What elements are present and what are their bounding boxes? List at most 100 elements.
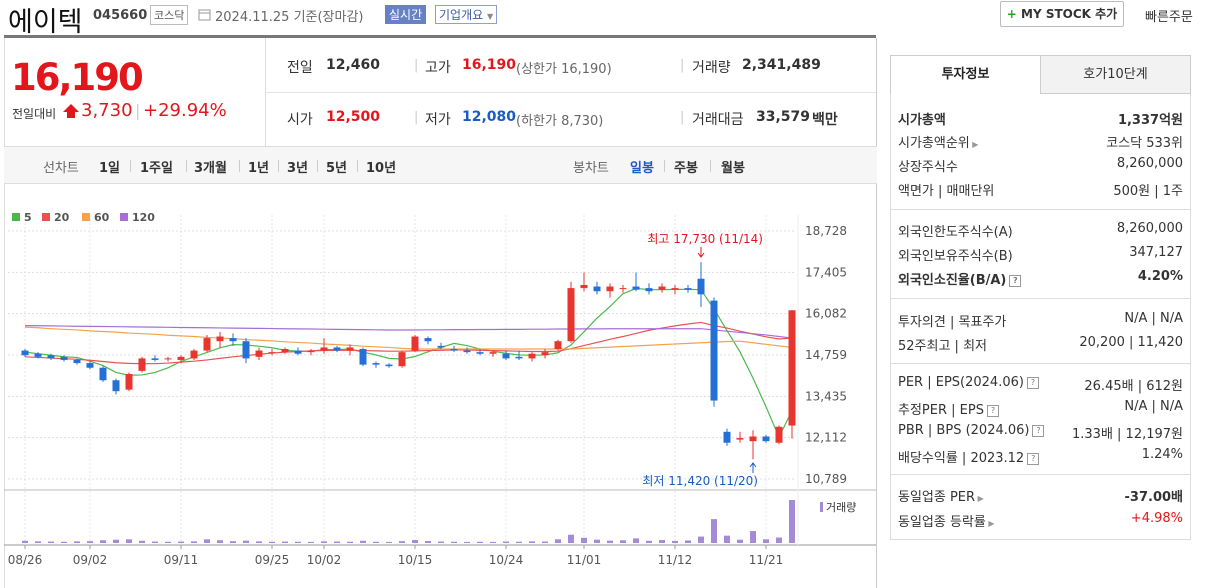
volume-bar	[555, 539, 561, 543]
candle-body	[632, 286, 640, 290]
overview-button[interactable]: 기업개요 ▼	[435, 5, 498, 24]
volume-bar	[100, 540, 106, 543]
info-label: 시가총액순위 ▶	[898, 136, 979, 151]
candle-tab[interactable]: 주봉	[674, 161, 698, 176]
volume-bar	[386, 541, 392, 543]
legend-swatch	[120, 213, 128, 221]
separator	[239, 160, 240, 172]
info-value: 1.24%	[1141, 447, 1183, 462]
mystock-button[interactable]: + MY STOCK 추가	[1000, 1, 1124, 27]
separator	[664, 160, 665, 172]
legend-swatch	[42, 213, 50, 221]
quote-value: 2,341,489	[742, 57, 821, 73]
volume-bar	[35, 541, 41, 543]
candle-body	[294, 350, 302, 354]
candle-body	[99, 367, 107, 381]
legend-label: 60	[94, 211, 110, 224]
volume-bar	[282, 541, 288, 543]
info-value: -37.00배	[1124, 490, 1183, 505]
volume-bar	[724, 535, 730, 543]
info-value: 1,337억원	[1117, 113, 1183, 128]
volume-bar	[594, 539, 600, 543]
candle-body	[450, 349, 458, 351]
volume-bar	[776, 537, 782, 543]
candle-body	[60, 356, 68, 360]
x-tick-label: 11/12	[658, 553, 693, 567]
candle-body	[255, 350, 263, 357]
info-label-text: PBR | BPS (2024.06)	[898, 423, 1030, 438]
candle-body	[684, 288, 692, 290]
volume-bar	[633, 538, 639, 543]
volume-bar	[139, 540, 145, 543]
candle-body	[502, 353, 510, 359]
volume-bar	[503, 541, 509, 543]
period-tab[interactable]: 3개월	[194, 161, 227, 176]
candle-body	[593, 286, 601, 292]
candle-body	[151, 358, 159, 360]
candle-body	[775, 426, 783, 443]
divider	[891, 209, 1190, 210]
volume-bar	[243, 540, 249, 543]
info-value: N/A | N/A	[1124, 399, 1183, 414]
candle-tab[interactable]: 월봉	[721, 161, 745, 176]
volume-bar	[165, 541, 171, 543]
info-label: 투자의견 | 목표주가	[898, 315, 1007, 330]
candle-body	[398, 352, 406, 367]
info-value: +4.98%	[1130, 511, 1183, 526]
separator	[357, 160, 358, 172]
y-tick-label: 12,112	[805, 431, 847, 445]
x-tick-label: 09/11	[164, 553, 199, 567]
info-value: 20,200 | 11,420	[1079, 335, 1183, 350]
candle-body	[762, 436, 770, 442]
volume-bar	[516, 541, 522, 543]
candle-body	[528, 353, 536, 359]
realtime-badge[interactable]: 실시간	[385, 5, 427, 24]
volume-bar	[490, 541, 496, 543]
period-tab[interactable]: 3년	[287, 161, 309, 176]
period-tab[interactable]: 1년	[248, 161, 270, 176]
info-label: PER | EPS(2024.06)?	[898, 375, 1039, 390]
candle-body	[723, 431, 731, 443]
candle-body	[203, 338, 211, 351]
candle-body	[177, 356, 185, 360]
candle-body	[138, 358, 146, 371]
candle-body	[710, 300, 718, 401]
info-label: 상장주식수	[898, 160, 958, 175]
candle-body	[580, 284, 588, 289]
volume-bar	[698, 536, 704, 543]
calendar-icon	[198, 9, 211, 21]
candle-body	[658, 286, 666, 290]
period-tab[interactable]: 1일	[99, 161, 121, 176]
ma-line	[24, 326, 793, 350]
quote-value: 12,500	[326, 109, 381, 125]
volume-bar	[672, 540, 678, 543]
candle-body	[229, 338, 237, 342]
period-tab[interactable]: 5년	[326, 161, 348, 176]
quote-value: 33,579	[756, 109, 811, 125]
volume-bar	[646, 540, 652, 543]
separator	[186, 160, 187, 172]
line-chart-label: 선차트	[43, 161, 79, 176]
period-tab[interactable]: 10년	[366, 161, 397, 176]
invest-tab[interactable]: 투자정보	[890, 55, 1041, 94]
volume-bar	[581, 537, 587, 543]
volume-bar	[308, 541, 314, 543]
volume-bar	[204, 539, 210, 543]
divider	[265, 92, 876, 93]
candle-body	[164, 358, 172, 360]
orderbook-tab[interactable]: 호가10단계	[1040, 55, 1191, 94]
info-value: 8,260,000	[1116, 156, 1183, 171]
volume-bar	[542, 541, 548, 543]
quote-note: (하한가 8,730)	[516, 114, 604, 129]
candle-tab[interactable]: 일봉	[630, 161, 654, 176]
volume-bar	[321, 541, 327, 543]
candle-body	[606, 286, 614, 292]
period-tab[interactable]: 1주일	[140, 161, 173, 176]
volume-bar	[659, 540, 665, 543]
change-pct: +29.94%	[143, 100, 227, 121]
quick-order[interactable]: 빠른주문	[1145, 10, 1193, 25]
chart: 18,728 17,405 16,082 14,759 13,435 12,112 10,7…	[4, 211, 876, 567]
info-value: 4.20%	[1137, 269, 1183, 284]
legend-swatch	[12, 213, 20, 221]
